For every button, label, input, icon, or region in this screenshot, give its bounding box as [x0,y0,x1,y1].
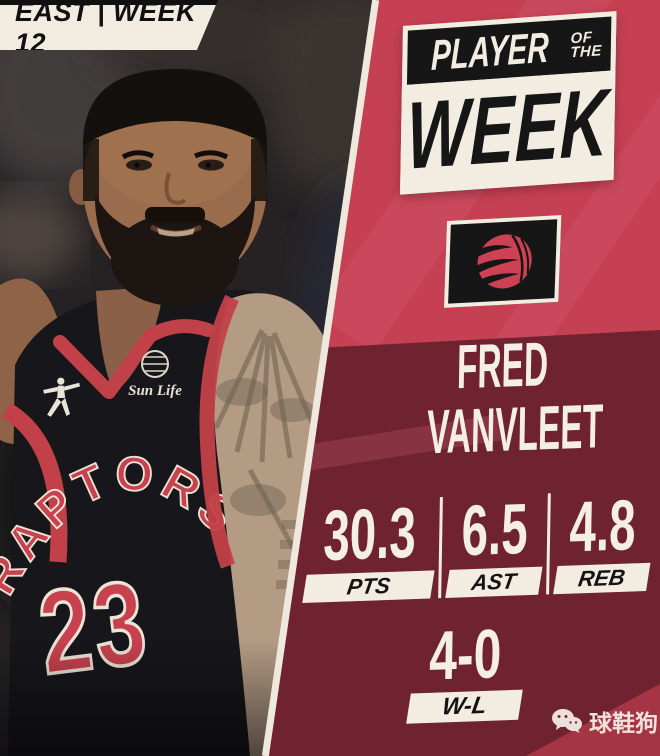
stat-points-label: PTS [302,570,436,603]
eyes [121,150,229,171]
player-name: FRED VANVLEET [381,330,623,467]
potw-word-player: PLAYER [430,23,550,80]
left-armhole-trim [1,402,68,563]
stat-rebounds-label: REB [553,562,651,595]
sunlife-patch: Sun Life [128,350,182,399]
potw-of-the: OF THE [570,29,602,62]
sunlife-text: Sun Life [128,383,182,399]
stat-rebounds: 4.8 REB [549,484,655,595]
stat-assists-label: AST [445,566,543,598]
stat-rebounds-value: 4.8 [569,484,637,567]
potw-word-week: WEEK [405,69,610,190]
team-logo-chip [443,215,562,308]
stats-row: 30.3 PTS 6.5 AST 4.8 REB [298,484,656,604]
hair [83,69,267,145]
stat-points-value: 30.3 [322,491,417,576]
watermark-text: 球鞋狗 [589,710,658,736]
raptors-basketball-claw-icon [470,233,532,288]
potw-logo-bottom: WEEK [405,69,611,190]
stat-assists-value: 6.5 [461,488,529,571]
potw-word-the: THE [570,42,602,62]
player-head [69,69,267,306]
collar-trim [53,319,215,399]
week-badge: EAST | WEEK 12 [0,0,218,50]
watermark: 球鞋狗 [552,704,658,738]
record-label: W-L [406,689,523,724]
jumpman-icon [43,377,80,417]
player-last-name: VANVLEET [426,391,604,468]
stat-points: 30.3 PTS [298,491,440,603]
record-block: 4-0 W-L [394,614,536,724]
chest-skin [96,287,162,394]
stat-assists: 6.5 AST [438,488,552,599]
wechat-icon [552,709,582,733]
player-of-the-week-logo: PLAYER OF THE WEEK [400,11,617,195]
record-value: 4-0 [428,614,503,695]
week-badge-label: EAST | WEEK 12 [0,0,218,50]
